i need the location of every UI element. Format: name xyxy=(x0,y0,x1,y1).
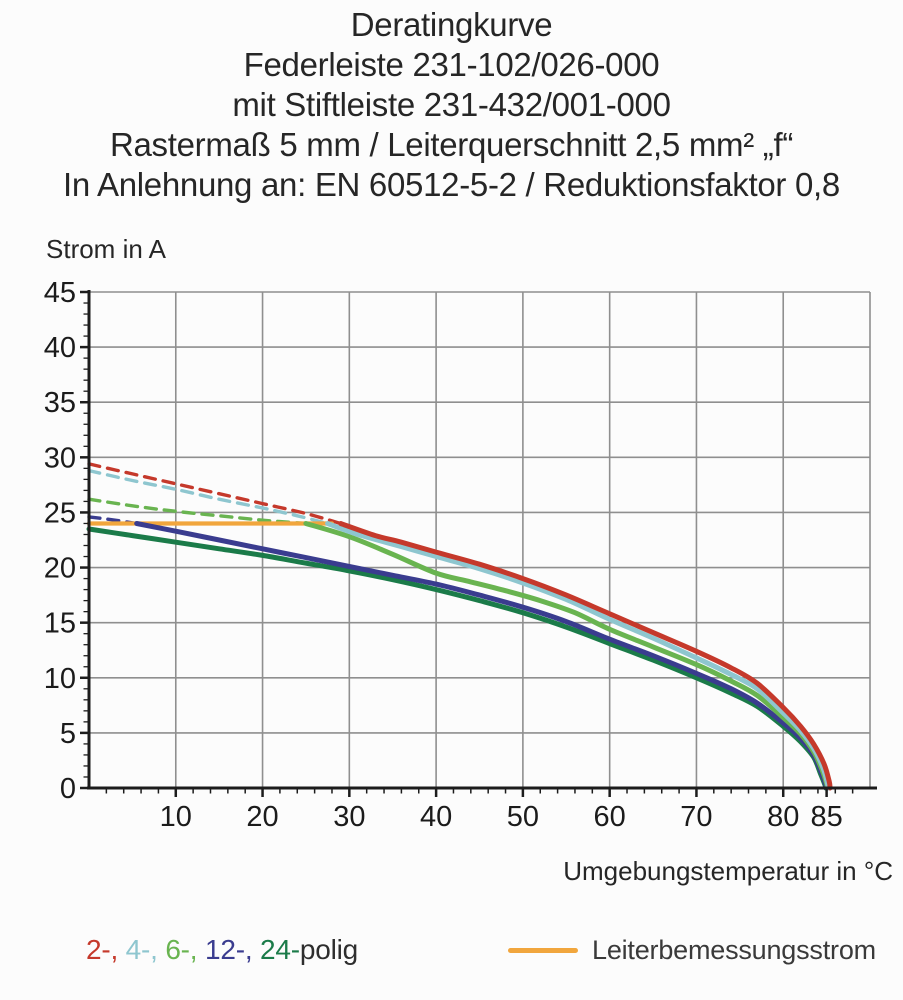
x-tick-label: 10 xyxy=(160,801,192,833)
y-tick-label: 10 xyxy=(44,663,76,695)
y-tick-label: 0 xyxy=(60,773,76,805)
poles-legend: 2-, 4-, 6-, 12-, 24-polig xyxy=(86,927,358,973)
x-axis-title: Umgebungstemperatur in °C xyxy=(563,856,893,886)
x-tick-label: 80 xyxy=(767,801,799,833)
y-tick-label: 20 xyxy=(44,553,76,585)
y-tick-label: 45 xyxy=(44,277,76,309)
legend-segment: 6-, xyxy=(165,934,205,965)
curve-2-polig xyxy=(338,521,833,791)
y-tick-label: 40 xyxy=(44,332,76,364)
page-title: Deratingkurve xyxy=(350,6,553,43)
title-line-federleiste: Federleiste 231-102/026-000 xyxy=(243,46,660,83)
curve-dashed-6-polig xyxy=(87,497,308,526)
x-tick-label: 30 xyxy=(333,801,365,833)
rated-current-legend: Leiterbemessungsstrom xyxy=(508,927,876,973)
y-tick-label: 15 xyxy=(44,608,76,640)
x-tick-label: 40 xyxy=(420,801,452,833)
curve-6-polig xyxy=(303,521,830,791)
y-tick-label: 35 xyxy=(44,387,76,419)
legend-segment: 12-, xyxy=(204,934,260,965)
legend-segment: 24- xyxy=(260,934,300,965)
x-tick-label: 20 xyxy=(246,801,278,833)
curve-4-polig xyxy=(325,521,831,791)
y-tick-label: 30 xyxy=(44,442,76,474)
y-tick-label: 25 xyxy=(44,497,76,529)
legend-segment: 4-, xyxy=(125,934,166,965)
x-tick-label: 85 xyxy=(810,801,842,833)
x-tick-label: 50 xyxy=(507,801,539,833)
y-tick-label: 5 xyxy=(60,718,76,750)
title-line-norm: In Anlehnung an: EN 60512-5-2 / Reduktio… xyxy=(63,166,840,203)
title-line-rastermass: Rastermaß 5 mm / Leiterquerschnitt 2,5 m… xyxy=(109,126,794,163)
x-tick-label: 60 xyxy=(594,801,626,833)
title-line-stiftleiste: mit Stiftleiste 231-432/001-000 xyxy=(232,86,671,123)
curve-dashed-2-polig xyxy=(87,462,343,526)
rated-current-label: Leiterbemessungsstrom xyxy=(592,934,876,965)
legend-segment: polig xyxy=(299,934,359,965)
title-block: Deratingkurve Federleiste 231-102/026-00… xyxy=(0,5,903,205)
y-axis-title: Strom in A xyxy=(46,234,166,264)
x-tick-label: 70 xyxy=(680,801,712,833)
curve-dashed-4-polig xyxy=(87,468,330,526)
legend-segment: 2-, xyxy=(86,934,126,965)
rated-current-swatch xyxy=(508,947,578,953)
